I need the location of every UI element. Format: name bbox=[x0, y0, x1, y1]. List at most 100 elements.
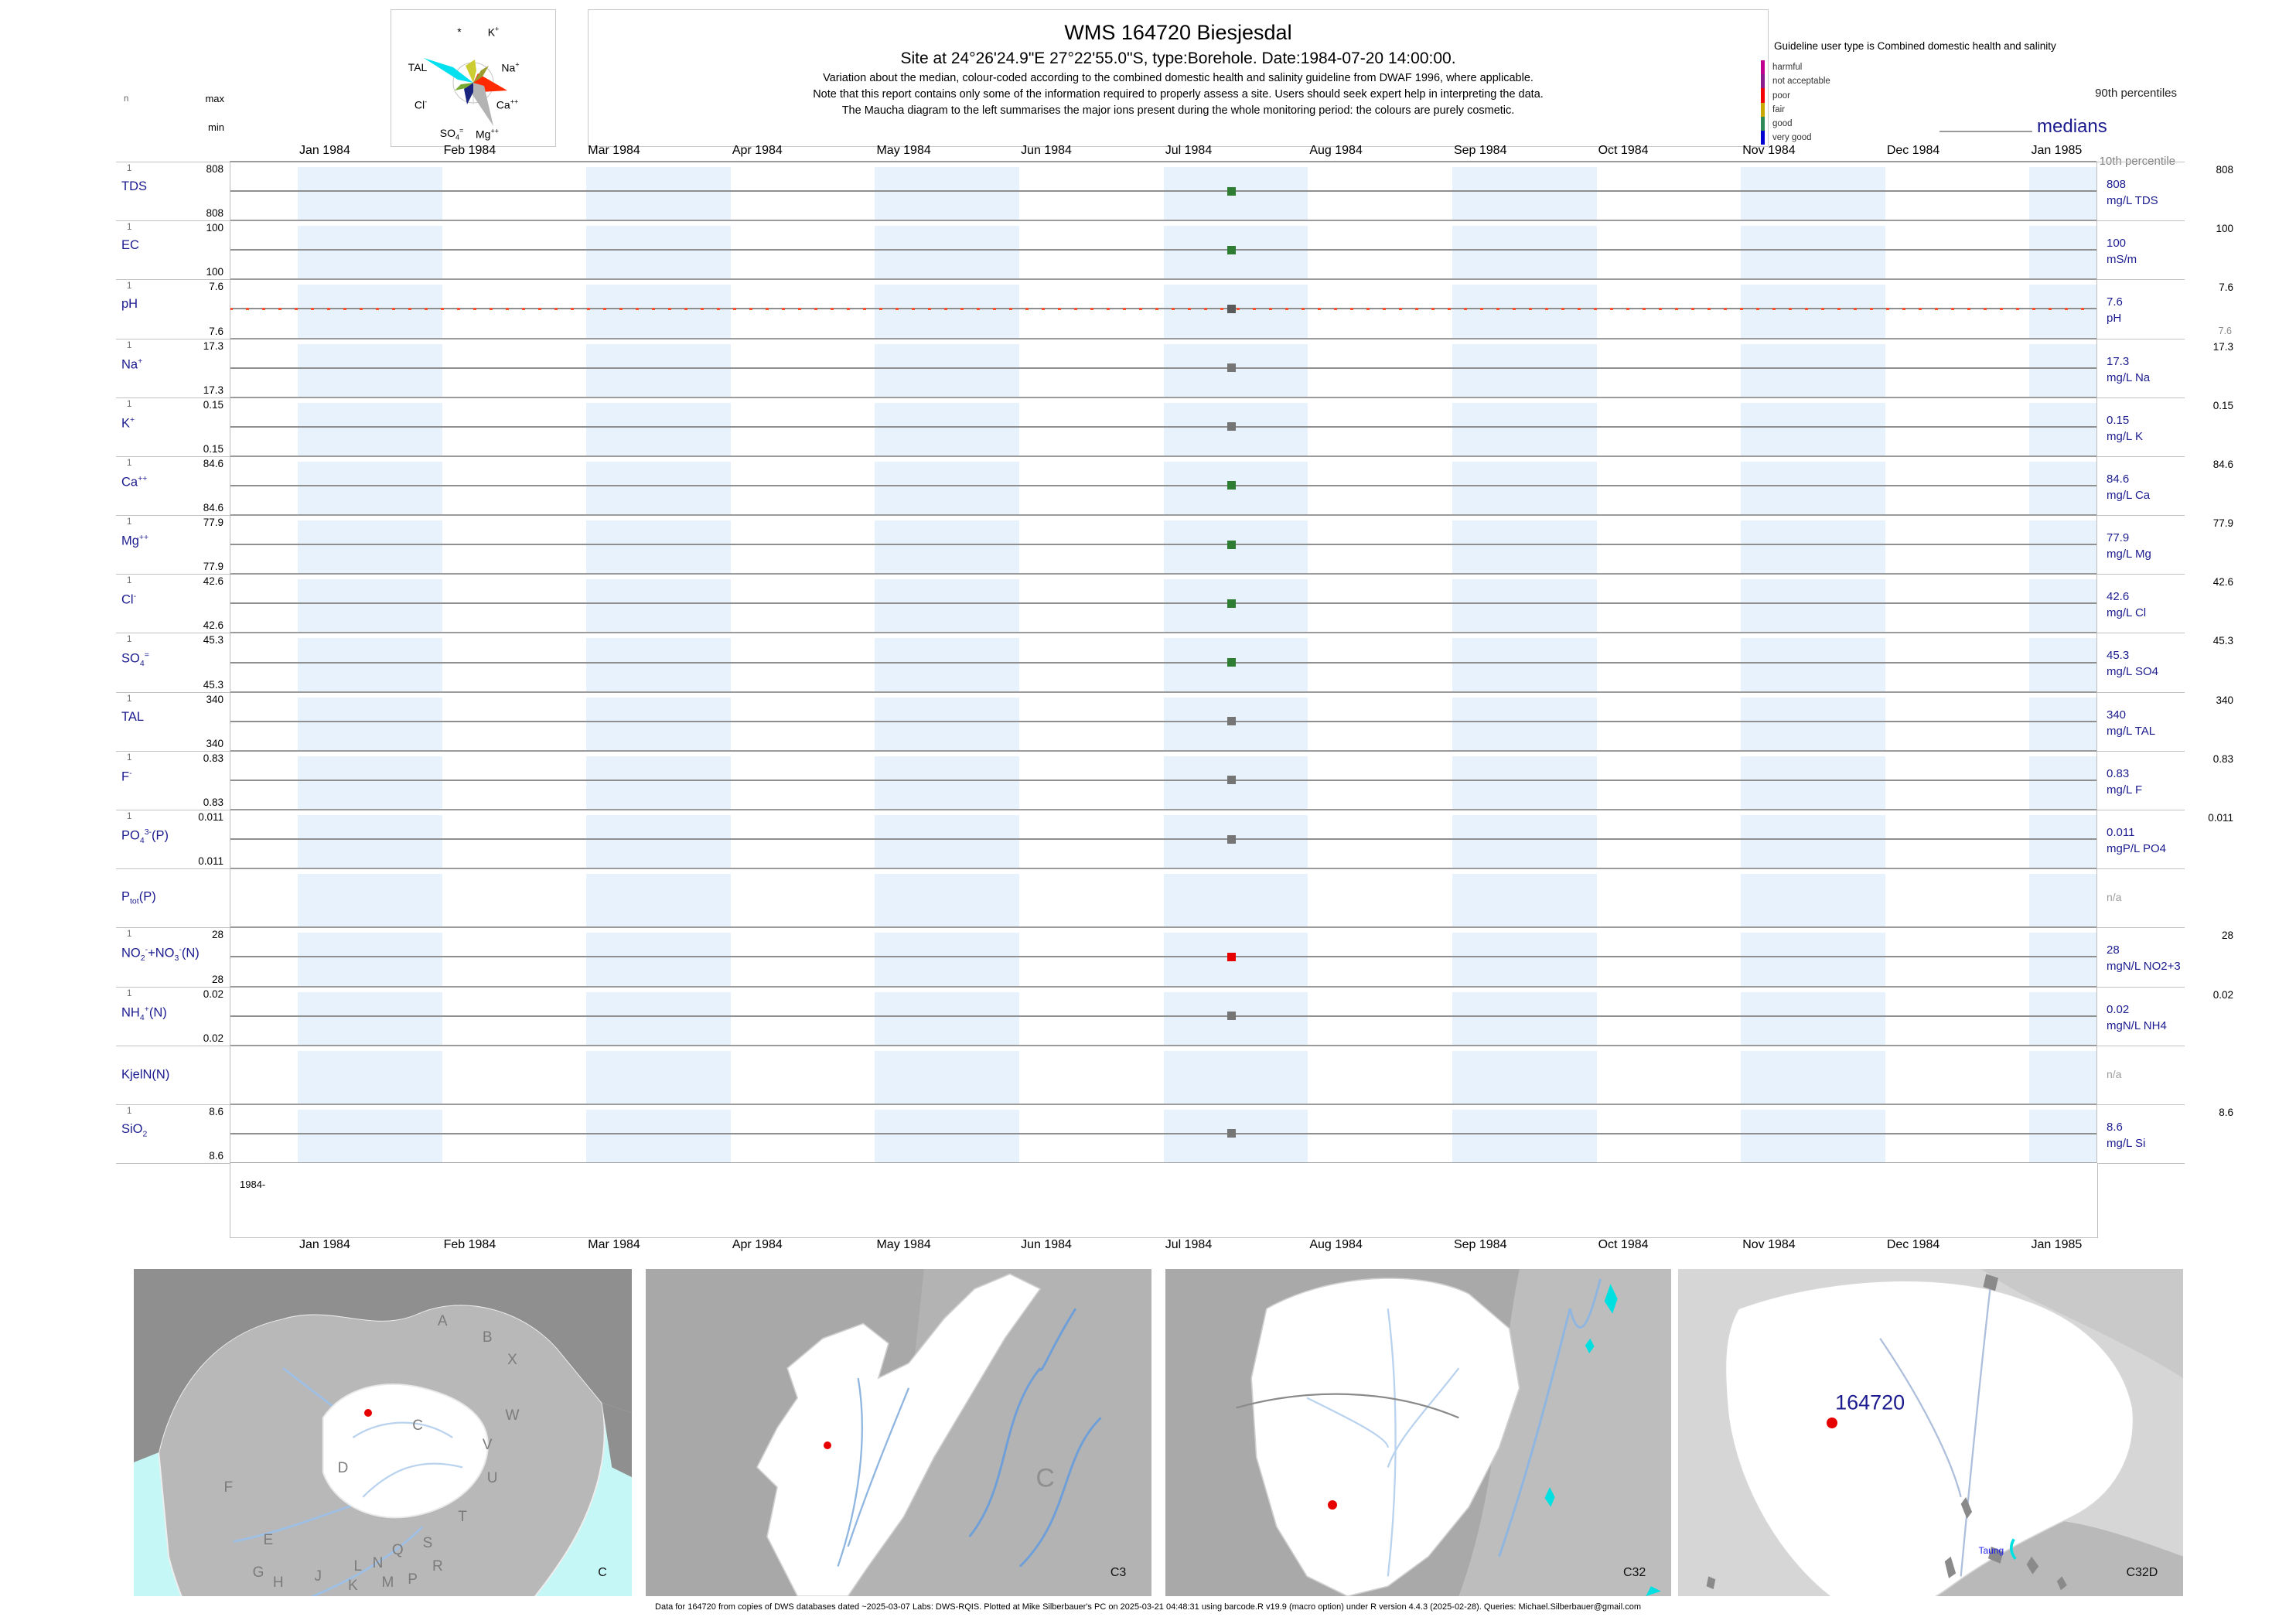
param-p90-value: 0.15 bbox=[2212, 399, 2233, 411]
month-band bbox=[1163, 814, 1308, 869]
map-code-label: C32 bbox=[1622, 1565, 1646, 1579]
row-separator bbox=[230, 749, 2096, 752]
map4-catchment-c32d bbox=[1725, 1280, 2134, 1596]
month-band bbox=[875, 285, 1020, 339]
month-band bbox=[1741, 638, 1885, 692]
param-plot-cell bbox=[230, 633, 2096, 692]
month-band bbox=[875, 1109, 1020, 1164]
maucha-label-na: Na+ bbox=[501, 60, 520, 74]
month-band bbox=[875, 579, 1020, 633]
param-min-value: 0.83 bbox=[203, 796, 223, 808]
param-p90-value: 808 bbox=[2216, 164, 2233, 176]
month-band bbox=[1741, 579, 1885, 633]
month-label: May 1984 bbox=[876, 144, 931, 157]
median-line bbox=[230, 1132, 2096, 1134]
param-percentiles-cell: 0.15 0.15 mg/L K bbox=[2100, 397, 2294, 456]
month-band bbox=[1741, 697, 1885, 751]
month-band bbox=[298, 814, 442, 869]
param-unit: mS/m bbox=[2107, 253, 2137, 267]
drainage-region-letter: R bbox=[432, 1557, 443, 1575]
param-min-value: 340 bbox=[206, 737, 223, 749]
param-unit: mgP/L PO4 bbox=[2107, 841, 2166, 855]
row-separator bbox=[2096, 927, 2185, 929]
parameter-row-Na: 1 17.3 17.3 Na+ 17.3 17.3 mg/L Na bbox=[0, 337, 2296, 397]
parameter-row-NO2+NO3: 1 28 28 NO2-+NO3-(N) 28 28 mgN/L NO2+3 bbox=[0, 926, 2296, 987]
drainage-region-letter: C bbox=[412, 1418, 423, 1435]
param-median-value: 0.15 bbox=[2107, 413, 2130, 427]
param-n-count: 1 bbox=[127, 694, 132, 704]
month-band bbox=[875, 343, 1020, 397]
param-max-value: 808 bbox=[206, 163, 223, 175]
month-band bbox=[875, 874, 1020, 928]
median-line bbox=[230, 1015, 2096, 1017]
drainage-region-letter: M bbox=[381, 1575, 394, 1592]
month-label: Dec 1984 bbox=[1886, 1238, 1940, 1251]
maucha-label-cl: Cl- bbox=[414, 97, 428, 111]
legend-label: harmful bbox=[1772, 63, 1803, 73]
param-p90-value: 100 bbox=[2216, 223, 2233, 235]
param-percentiles-cell: 84.6 84.6 mg/L Ca bbox=[2100, 456, 2294, 515]
row-separator bbox=[2096, 515, 2185, 517]
parameter-row-EC: 1 100 100 EC 100 100 mS/m bbox=[0, 220, 2296, 280]
note-variation: Variation about the median, colour-coded… bbox=[823, 72, 1534, 84]
param-p90-value: 84.6 bbox=[2212, 458, 2233, 470]
month-label: Nov 1984 bbox=[1742, 1238, 1796, 1251]
row-separator bbox=[116, 986, 230, 988]
param-min-value: 42.6 bbox=[203, 619, 223, 632]
param-unit: mgN/L NO2+3 bbox=[2107, 960, 2181, 974]
month-band bbox=[2029, 402, 2096, 456]
row-separator bbox=[230, 926, 2096, 929]
param-n-count: 1 bbox=[127, 1106, 132, 1116]
param-p90-value: 340 bbox=[2216, 694, 2233, 706]
drainage-region-letter: V bbox=[482, 1437, 493, 1454]
map-south-africa-svg bbox=[134, 1269, 632, 1596]
param-percentiles-cell: 7.6 7.6 pH 7.6 bbox=[2100, 279, 2294, 338]
param-min-value: 0.02 bbox=[203, 1032, 223, 1044]
month-band bbox=[1741, 461, 1885, 516]
month-band bbox=[1163, 402, 1308, 456]
param-min-value: 28 bbox=[211, 973, 223, 985]
month-band bbox=[586, 461, 731, 516]
param-plot-cell bbox=[230, 220, 2096, 280]
param-percentiles-cell: 100 100 mS/m bbox=[2100, 220, 2294, 279]
row-separator bbox=[116, 515, 230, 517]
month-band bbox=[586, 638, 731, 692]
param-stats-cell: 1 8.6 8.6 SiO2 bbox=[116, 1104, 230, 1163]
row-separator bbox=[2096, 574, 2185, 575]
row-separator bbox=[230, 161, 2096, 162]
month-band bbox=[2029, 756, 2096, 810]
month-band bbox=[875, 1050, 1020, 1104]
param-median-value: 340 bbox=[2107, 708, 2127, 722]
month-band bbox=[1163, 874, 1308, 928]
param-plot-cell bbox=[230, 339, 2096, 397]
param-label: pH bbox=[121, 297, 138, 312]
guideline-user-type: Guideline user type is Combined domestic… bbox=[1774, 40, 2056, 52]
maucha-wedge-k bbox=[466, 60, 476, 83]
param-min-value: 17.3 bbox=[203, 384, 223, 396]
month-band bbox=[1163, 520, 1308, 575]
drainage-region-letter: J bbox=[314, 1568, 322, 1585]
site-location-dot bbox=[363, 1409, 372, 1418]
param-stats-cell: 1 28 28 NO2-+NO3-(N) bbox=[116, 927, 230, 986]
month-band bbox=[586, 874, 731, 928]
param-na-value: n/a bbox=[2107, 891, 2122, 904]
drainage-region-letter: P bbox=[408, 1571, 418, 1588]
legend-label: good bbox=[1772, 118, 1793, 128]
param-min-value: 0.011 bbox=[198, 855, 223, 868]
month-band bbox=[1163, 933, 1308, 987]
param-plot-cell bbox=[230, 987, 2096, 1046]
month-band bbox=[1452, 756, 1597, 810]
param-unit: mg/L F bbox=[2107, 783, 2143, 797]
month-band bbox=[586, 285, 731, 339]
row-separator bbox=[116, 279, 230, 281]
param-min-value: 77.9 bbox=[203, 561, 223, 573]
param-label: TDS bbox=[121, 179, 147, 193]
month-label: Oct 1984 bbox=[1598, 144, 1649, 157]
axis-year-label: 1984- bbox=[240, 1179, 266, 1190]
param-min-value: 7.6 bbox=[209, 325, 223, 337]
param-stats-cell: 1 340 340 TAL bbox=[116, 692, 230, 751]
median-line bbox=[230, 190, 2096, 193]
param-stats-cell: 1 0.011 0.011 PO43-(P) bbox=[116, 810, 230, 868]
parameter-row-PO4: 1 0.011 0.011 PO43-(P) 0.011 0.011 mgP/L PO4 bbox=[0, 808, 2296, 869]
